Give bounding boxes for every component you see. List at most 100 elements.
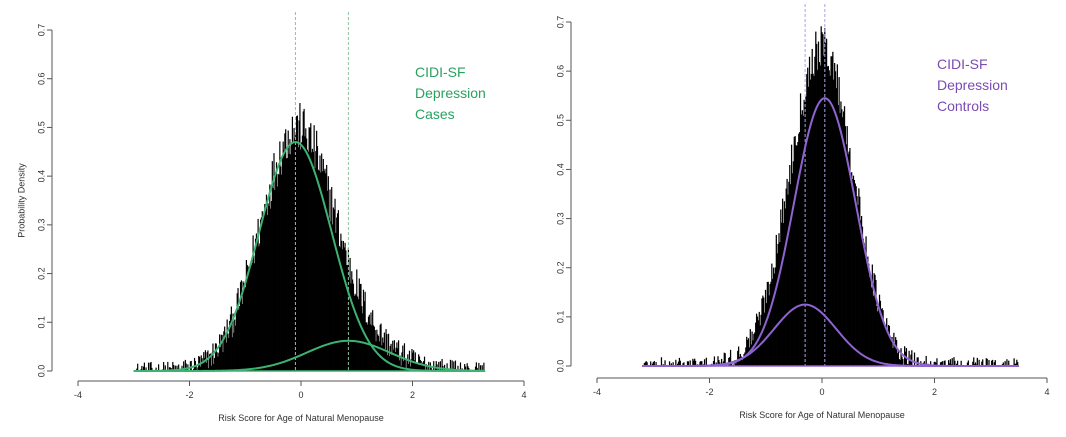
histogram-bar [401,352,403,372]
histogram-bar [403,343,406,372]
histogram-bar [238,309,240,372]
histogram-bar [382,337,384,372]
histogram-bar [214,343,217,372]
chart-panel-cases: -4 -2 0 2 4 Risk Score for Age of Natural Men… [16,12,527,423]
annotation-line: Controls [937,98,989,114]
histogram-bar [316,146,319,372]
histogram-bar [851,172,853,367]
histogram-bar [263,212,265,372]
histogram-bar [653,360,655,367]
histogram-bar [650,361,652,367]
histogram-bar [323,170,325,372]
histogram-bar [790,144,793,367]
histogram-bar [879,300,882,367]
histogram-bar [854,183,856,367]
histogram-bar [901,356,903,367]
histogram-bar [386,334,388,372]
histogram-bar [320,172,322,372]
histogram-bar [717,356,719,367]
histogram-bar [941,361,943,367]
histogram-bar [811,48,813,367]
histogram-bar [183,361,185,372]
histogram-bar [231,337,233,372]
histogram-bar [293,127,295,372]
x-axis: -4 -2 0 2 4 Risk Score for Age of Natural Men… [74,380,527,423]
histogram-bar [742,358,744,367]
histogram-bar [749,329,751,367]
histogram-bar [887,325,890,367]
histogram-bar [1013,358,1015,367]
histogram-bar [940,362,943,367]
x-tick-label: 2 [410,390,415,400]
histogram-bar [991,360,993,367]
histogram-bar [356,269,358,372]
histogram-bar [763,297,765,367]
histogram-bar [880,308,882,367]
histogram-bar [332,207,334,372]
histogram-bar [375,341,377,372]
histogram-bar [878,307,880,367]
histogram-bar [954,360,956,367]
histogram-bar [269,184,271,372]
histogram-bar [423,361,425,372]
histogram-bar [794,136,796,367]
histogram-bar [190,360,192,372]
histogram-bar [670,363,672,367]
histogram-bar [886,318,888,367]
histogram-bar [282,141,284,372]
histogram-bar [340,233,342,372]
histogram-bar [143,362,145,372]
histogram-bar [209,353,212,372]
histogram-bar [294,138,296,372]
y-tick-label: 0.2 [555,261,565,274]
histogram-bar [723,352,725,367]
histogram-bar [890,337,892,367]
histogram-bar [899,359,901,367]
y-tick-label: 0.4 [36,170,46,183]
histogram-bar [988,360,990,367]
histogram-bar [168,367,171,372]
histogram-bar [982,359,984,367]
x-axis-title: Risk Score for Age of Natural Menopause [218,413,384,423]
histogram-bar [692,358,694,367]
histogram-bar [346,265,349,372]
histogram-bar [814,56,816,367]
histogram-bar [311,148,314,372]
histogram-bar [864,254,866,367]
histogram-bar [738,346,740,367]
histogram-bar [265,210,267,372]
histogram-bar [221,334,223,372]
histogram-bar [973,357,975,367]
histogram-bar [882,310,884,367]
histogram-bar [679,360,681,367]
histogram-bar [361,306,363,372]
histogram-bar [205,362,207,372]
histogram-bar [848,151,850,367]
histogram-bar [396,342,398,372]
histogram-bar [341,249,344,372]
histogram-bar [930,361,932,367]
histogram-bar [793,136,795,367]
histogram-bar [275,174,277,372]
histogram-bar [866,263,868,367]
x-tick-label: -4 [593,387,601,397]
histogram-bar [810,73,812,367]
histogram-bar [306,138,308,372]
histogram-bar [824,28,826,367]
histogram-bar [280,174,283,372]
histogram-bar [415,363,417,372]
y-axis: 0.0 0.1 0.2 0.3 0.4 0.5 0.6 0.7 [555,16,572,372]
histogram-bar [318,170,320,372]
histogram-bar [249,263,252,372]
histogram-bar [338,245,340,372]
histogram-bar [399,355,401,372]
histogram-bar [668,361,671,367]
histogram-bar [978,359,980,367]
histogram-bar [313,125,315,372]
histogram-bar [686,361,689,367]
histogram-bar [261,211,263,372]
histogram-bar [419,360,421,372]
histogram-bar [271,161,273,372]
histogram-bar [330,221,332,372]
histogram-bar [818,62,821,367]
